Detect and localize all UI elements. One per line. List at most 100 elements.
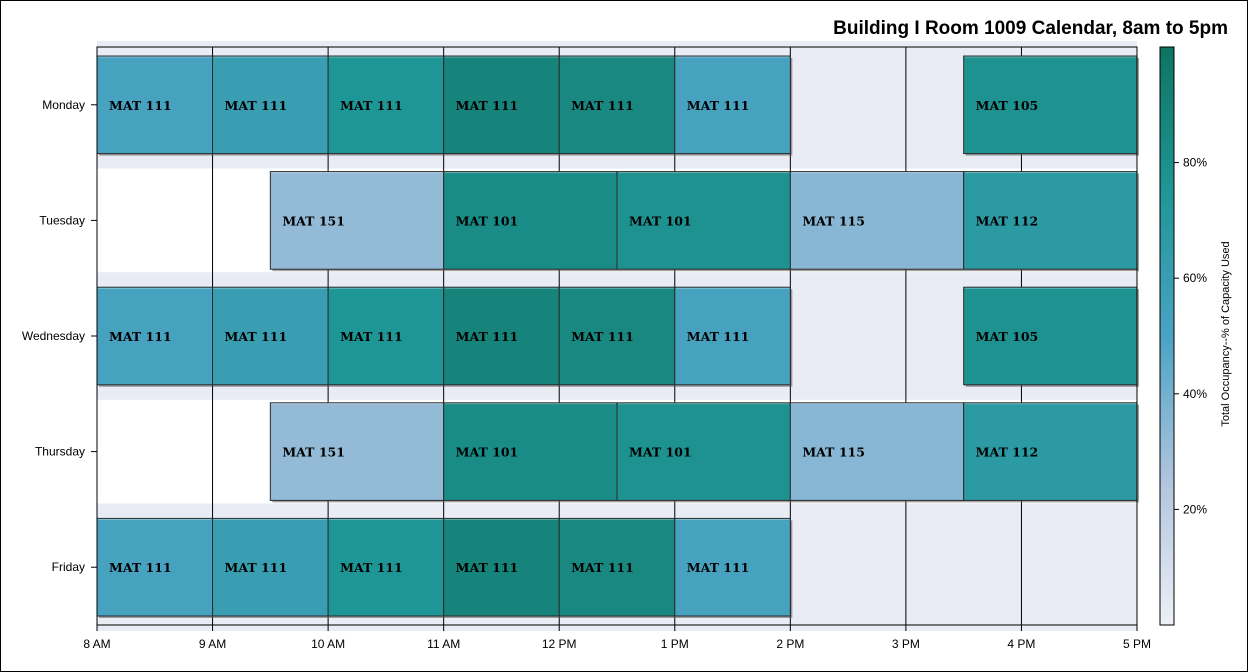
- event-bar: [558, 55, 676, 155]
- event-monday-2: MAT 111: [327, 55, 446, 156]
- event-bar: [616, 402, 791, 501]
- event-wednesday-16: MAT 111: [558, 286, 677, 387]
- event-wednesday-12: MAT 111: [96, 286, 215, 387]
- event-tuesday-8: MAT 101: [443, 171, 619, 272]
- event-friday-29: MAT 111: [674, 517, 793, 618]
- event-friday-26: MAT 111: [327, 517, 446, 618]
- event-thursday-21: MAT 101: [616, 402, 793, 503]
- event-bar: [674, 55, 791, 155]
- event-label: MAT 111: [225, 98, 288, 113]
- event-bars: MAT 111 MAT 111 MAT 111 MAT 111 MAT 111 MAT 1…: [96, 55, 1139, 618]
- x-tick-label-5-pm: 5 PM: [1123, 637, 1151, 651]
- event-label: MAT 105: [976, 98, 1039, 113]
- event-wednesday-18: MAT 105: [963, 286, 1139, 387]
- event-label: MAT 111: [571, 560, 634, 575]
- event-label: MAT 151: [282, 213, 345, 228]
- x-tick-label-12-pm: 12 PM: [542, 637, 577, 651]
- x-tick-label-9-am: 9 AM: [199, 637, 226, 651]
- event-tuesday-11: MAT 112: [963, 171, 1139, 272]
- event-label: MAT 115: [802, 445, 865, 460]
- event-bar: [327, 55, 445, 155]
- event-bar: [558, 517, 676, 617]
- chart-title: Building I Room 1009 Calendar, 8am to 5p…: [833, 18, 1228, 39]
- event-bar: [963, 402, 1138, 501]
- event-label: MAT 111: [109, 98, 172, 113]
- event-label: MAT 115: [802, 213, 865, 228]
- event-label: MAT 111: [225, 560, 288, 575]
- event-label: MAT 111: [340, 560, 403, 575]
- event-label: MAT 111: [340, 329, 403, 344]
- event-bar: [963, 171, 1138, 270]
- event-bar: [212, 55, 329, 155]
- event-thursday-23: MAT 112: [963, 402, 1139, 503]
- event-bar: [616, 171, 791, 270]
- event-friday-24: MAT 111: [96, 517, 215, 618]
- event-label: MAT 111: [456, 98, 519, 113]
- event-bar: [269, 171, 445, 270]
- x-tick-label-11-am: 11 AM: [427, 637, 460, 651]
- event-label: MAT 111: [456, 329, 519, 344]
- event-label: MAT 111: [340, 98, 403, 113]
- event-wednesday-17: MAT 111: [674, 286, 793, 387]
- event-label: MAT 111: [571, 329, 634, 344]
- event-bar: [558, 286, 676, 386]
- event-bar: [96, 55, 214, 155]
- event-bar: [327, 286, 445, 386]
- event-wednesday-13: MAT 111: [212, 286, 331, 387]
- event-bar: [443, 286, 560, 386]
- event-thursday-19: MAT 151: [269, 402, 446, 503]
- colorbar-title: Total Occupancy--% of Capacity Used: [1220, 241, 1232, 426]
- event-bar: [443, 171, 618, 270]
- x-tick-label-1-pm: 1 PM: [661, 637, 689, 651]
- event-bar: [963, 55, 1138, 155]
- event-label: MAT 151: [282, 445, 345, 460]
- event-monday-0: MAT 111: [96, 55, 215, 156]
- event-thursday-20: MAT 101: [443, 402, 619, 503]
- x-tick-label-3-pm: 3 PM: [892, 637, 920, 651]
- event-bar: [212, 517, 329, 617]
- y-tick-label-friday: Friday: [52, 560, 85, 574]
- event-label: MAT 101: [456, 213, 519, 228]
- event-label: MAT 111: [687, 560, 750, 575]
- axes: 8 AM 9 AM 10 AM 11 AM 12 PM 1 PM 2 PM 3 PM 4 PM 5…: [22, 46, 1151, 651]
- event-friday-28: MAT 111: [558, 517, 677, 618]
- x-tick-label-4-pm: 4 PM: [1007, 637, 1035, 651]
- event-thursday-22: MAT 115: [789, 402, 966, 503]
- event-bar: [789, 171, 965, 270]
- colorbar-tick-label-80: 80%: [1183, 156, 1207, 170]
- event-label: MAT 105: [976, 329, 1039, 344]
- x-tick-label-2-pm: 2 PM: [776, 637, 804, 651]
- event-tuesday-10: MAT 115: [789, 171, 966, 272]
- event-label: MAT 101: [456, 445, 519, 460]
- y-tick-label-monday: Monday: [42, 98, 85, 112]
- y-tick-label-thursday: Thursday: [35, 445, 85, 459]
- y-tick-label-tuesday: Tuesday: [39, 213, 85, 227]
- event-label: MAT 111: [456, 560, 519, 575]
- event-bar: [674, 286, 791, 386]
- event-label: MAT 101: [629, 213, 692, 228]
- event-monday-1: MAT 111: [212, 55, 331, 156]
- event-bar: [212, 286, 329, 386]
- event-monday-6: MAT 105: [963, 55, 1139, 156]
- event-friday-27: MAT 111: [443, 517, 562, 618]
- colorbar-tick-label-40: 40%: [1183, 387, 1207, 401]
- event-label: MAT 101: [629, 445, 692, 460]
- event-monday-5: MAT 111: [674, 55, 793, 156]
- event-wednesday-14: MAT 111: [327, 286, 446, 387]
- event-label: MAT 111: [109, 329, 172, 344]
- event-bar: [327, 517, 445, 617]
- event-tuesday-9: MAT 101: [616, 171, 793, 272]
- event-bar: [789, 402, 965, 501]
- event-bar: [443, 55, 560, 155]
- event-bar: [443, 402, 618, 501]
- event-bar: [96, 286, 214, 386]
- x-tick-label-10-am: 10 AM: [311, 637, 345, 651]
- event-label: MAT 111: [225, 329, 288, 344]
- event-tuesday-7: MAT 151: [269, 171, 446, 272]
- event-bar: [674, 517, 791, 617]
- event-wednesday-15: MAT 111: [443, 286, 562, 387]
- event-label: MAT 112: [976, 213, 1039, 228]
- event-friday-25: MAT 111: [212, 517, 331, 618]
- y-tick-label-wednesday: Wednesday: [22, 329, 85, 343]
